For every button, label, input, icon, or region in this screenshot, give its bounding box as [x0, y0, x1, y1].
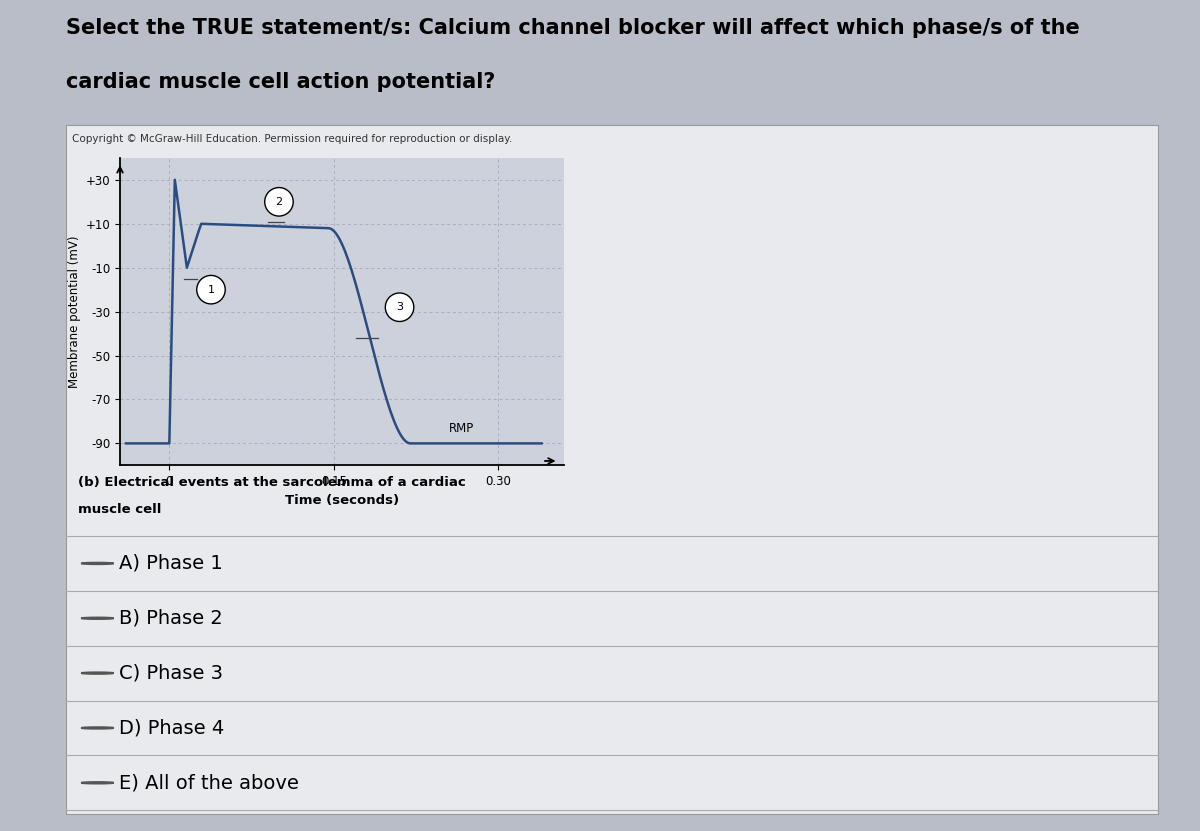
- Ellipse shape: [265, 188, 293, 216]
- Text: Select the TRUE statement/s: Calcium channel blocker will affect which phase/s o: Select the TRUE statement/s: Calcium cha…: [66, 18, 1080, 38]
- Text: B) Phase 2: B) Phase 2: [119, 609, 223, 627]
- Y-axis label: Membrane potential (mV): Membrane potential (mV): [68, 235, 82, 388]
- Text: RMP: RMP: [449, 421, 474, 435]
- Ellipse shape: [197, 275, 226, 304]
- Circle shape: [82, 617, 114, 619]
- X-axis label: Time (seconds): Time (seconds): [284, 494, 400, 507]
- Text: E) All of the above: E) All of the above: [119, 774, 299, 792]
- Text: 1: 1: [208, 285, 215, 295]
- Circle shape: [82, 563, 114, 564]
- Text: (b) Electrical events at the sarcolemma of a cardiac: (b) Electrical events at the sarcolemma …: [78, 476, 466, 489]
- Text: muscle cell: muscle cell: [78, 504, 161, 516]
- Text: Copyright © McGraw-Hill Education. Permission required for reproduction or displ: Copyright © McGraw-Hill Education. Permi…: [72, 134, 512, 145]
- Circle shape: [82, 727, 114, 729]
- Text: cardiac muscle cell action potential?: cardiac muscle cell action potential?: [66, 71, 496, 92]
- Text: D) Phase 4: D) Phase 4: [119, 719, 224, 737]
- Text: C) Phase 3: C) Phase 3: [119, 664, 223, 682]
- Text: A) Phase 1: A) Phase 1: [119, 554, 223, 573]
- Text: 2: 2: [276, 197, 282, 207]
- Ellipse shape: [385, 293, 414, 322]
- Circle shape: [82, 672, 114, 674]
- Text: 3: 3: [396, 302, 403, 312]
- Circle shape: [82, 782, 114, 784]
